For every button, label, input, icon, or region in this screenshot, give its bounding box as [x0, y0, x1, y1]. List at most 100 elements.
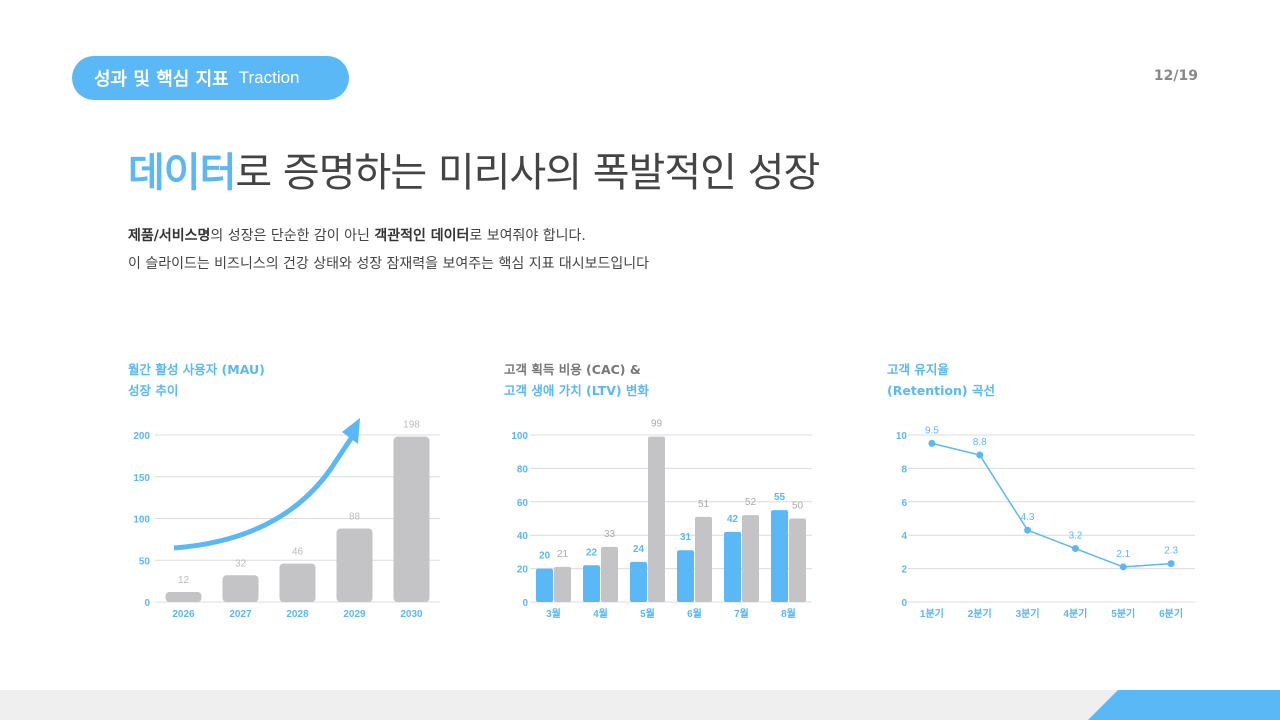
data-label: 8.8 — [973, 437, 987, 448]
cac-bar — [601, 546, 618, 602]
y-tick-label: 60 — [517, 498, 529, 509]
y-tick-label: 0 — [522, 598, 528, 609]
bar — [393, 436, 430, 602]
ltv-data-label: 31 — [680, 532, 692, 543]
y-tick-label: 2 — [901, 565, 907, 576]
y-tick-label: 4 — [901, 531, 907, 542]
bar — [165, 591, 202, 602]
x-tick-label: 3분기 — [1016, 607, 1040, 620]
x-tick-label: 2029 — [343, 609, 366, 620]
title-highlight: 데이터 — [128, 150, 236, 196]
x-tick-label: 2028 — [286, 609, 309, 620]
desc-text-2: 로 보여줘야 합니다. — [469, 228, 586, 244]
desc-bold-2: 객관적인 데이터 — [374, 228, 470, 244]
x-tick-label: 5월 — [640, 608, 655, 620]
y-tick-label: 150 — [133, 473, 150, 484]
section-badge: 성과 및 핵심 지표 Traction — [72, 56, 349, 100]
data-label: 12 — [178, 575, 190, 586]
ltv-bar — [771, 510, 788, 602]
x-tick-label: 7월 — [734, 608, 749, 620]
x-tick-label: 5분기 — [1111, 607, 1135, 620]
ltv-data-label: 55 — [774, 492, 786, 503]
section-subtitle: Traction — [238, 68, 300, 87]
data-label: 46 — [292, 547, 304, 558]
desc-line-2: 이 슬라이드는 비즈니스의 건강 상태와 성장 잠재력을 보여주는 핵심 지표 … — [128, 256, 650, 272]
ltv-bar — [583, 565, 600, 602]
x-tick-label: 2분기 — [968, 607, 992, 620]
bar — [279, 563, 316, 602]
retention-title-line1: 고객 유지율 — [887, 362, 949, 377]
y-tick-label: 50 — [139, 556, 151, 567]
y-tick-label: 20 — [517, 565, 529, 576]
ltv-data-label: 42 — [727, 514, 739, 525]
ltv-data-label: 24 — [633, 544, 645, 555]
mau-chart-title: 월간 활성 사용자 (MAU) 성장 추이 — [128, 359, 265, 401]
x-tick-label: 2027 — [229, 609, 252, 620]
title-rest: 로 증명하는 미리사의 폭발적인 성장 — [235, 150, 820, 196]
y-tick-label: 200 — [133, 431, 150, 442]
growth-arrow — [173, 435, 355, 551]
data-point — [976, 451, 984, 459]
x-tick-label: 4분기 — [1063, 607, 1087, 620]
data-point — [1119, 563, 1127, 571]
page-title: 데이터로 증명하는 미리사의 폭발적인 성장 — [128, 140, 820, 198]
cac-data-label: 50 — [792, 501, 804, 512]
x-tick-label: 2026 — [172, 609, 195, 620]
cac-bar — [695, 516, 712, 602]
y-tick-label: 40 — [517, 531, 529, 542]
data-label: 3.2 — [1068, 531, 1082, 542]
ltv-data-label: 20 — [539, 551, 551, 562]
cac-data-label: 33 — [604, 529, 616, 540]
x-tick-label: 6분기 — [1159, 607, 1183, 620]
retention-chart-title: 고객 유지율 (Retention) 곡선 — [887, 359, 995, 401]
x-tick-label: 6월 — [687, 608, 702, 620]
data-point — [1024, 526, 1032, 534]
ltv-data-label: 22 — [586, 547, 598, 558]
data-point — [1071, 545, 1079, 553]
data-label: 198 — [403, 420, 420, 431]
data-label: 88 — [349, 512, 361, 523]
footer-accent — [1088, 690, 1280, 720]
y-tick-label: 80 — [517, 464, 529, 475]
cac-bar — [648, 436, 665, 602]
y-tick-label: 100 — [511, 431, 528, 442]
cac-title-line1: 고객 획득 비용 (CAC) & — [504, 362, 641, 377]
y-tick-label: 10 — [896, 431, 908, 442]
cac-bar — [789, 518, 806, 602]
ltv-title-line2: 고객 생애 가치 (LTV) 변화 — [504, 383, 649, 398]
arrow-head-icon — [342, 418, 360, 444]
bar — [336, 528, 373, 602]
y-tick-label: 8 — [901, 464, 907, 475]
x-tick-label: 1분기 — [920, 607, 944, 620]
data-point — [928, 439, 936, 447]
x-tick-label: 2030 — [400, 609, 423, 620]
y-tick-label: 0 — [901, 598, 907, 609]
y-tick-label: 100 — [133, 515, 150, 526]
data-label: 32 — [235, 558, 247, 569]
ltv-bar — [536, 568, 553, 602]
mau-title-line2: 성장 추이 — [128, 383, 179, 398]
cac-ltv-chart-title: 고객 획득 비용 (CAC) & 고객 생애 가치 (LTV) 변화 — [504, 359, 649, 401]
section-title: 성과 및 핵심 지표 — [94, 69, 229, 90]
x-tick-label: 4월 — [593, 608, 608, 620]
data-label: 2.1 — [1116, 549, 1130, 560]
data-label: 2.3 — [1164, 546, 1178, 557]
cac-bar — [742, 515, 759, 602]
cac-data-label: 99 — [651, 419, 663, 430]
retention-line — [931, 442, 1172, 568]
footer-bar — [0, 690, 1280, 720]
data-point — [1167, 560, 1175, 568]
bar — [222, 575, 259, 602]
cac-bar — [554, 566, 571, 602]
data-label: 4.3 — [1021, 512, 1035, 523]
desc-bold-1: 제품/서비스명 — [128, 228, 211, 244]
page-number: 12/19 — [1153, 68, 1198, 84]
mau-title-line1: 월간 활성 사용자 (MAU) — [128, 362, 265, 377]
cac-data-label: 21 — [557, 549, 569, 560]
x-tick-label: 3월 — [546, 608, 561, 620]
cac-data-label: 51 — [698, 499, 710, 510]
ltv-bar — [677, 550, 694, 602]
y-tick-label: 0 — [144, 598, 150, 609]
ltv-bar — [630, 561, 647, 602]
